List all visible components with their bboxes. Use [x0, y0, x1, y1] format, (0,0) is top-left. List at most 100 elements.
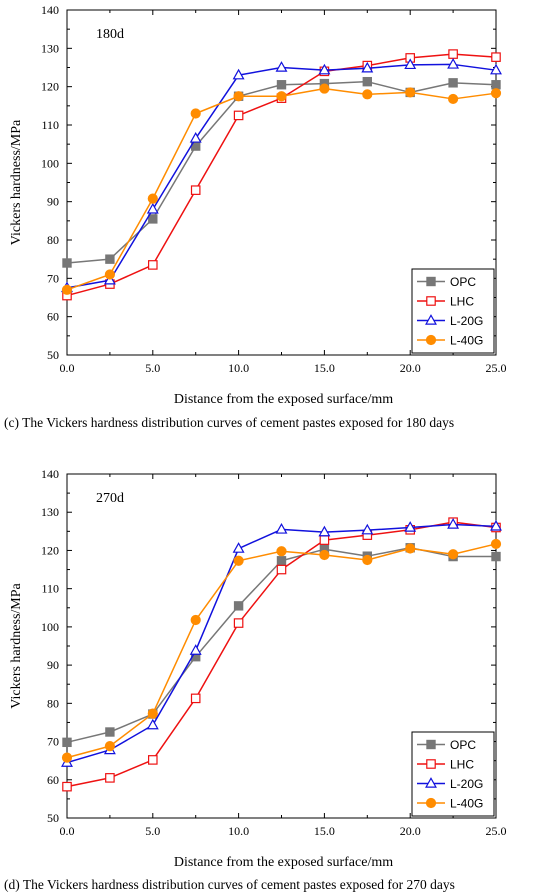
data-point — [190, 108, 201, 119]
figure-caption: (c) The Vickers hardness distribution cu… — [4, 415, 454, 430]
data-point — [319, 535, 330, 545]
data-point — [276, 546, 287, 557]
y-tick-label: 70 — [47, 271, 59, 285]
data-point — [276, 556, 287, 566]
legend-label: L-20G — [450, 777, 483, 791]
y-tick-label: 120 — [41, 543, 59, 557]
legend-entry: LHC — [417, 295, 474, 309]
data-point — [490, 63, 502, 75]
data-point — [61, 284, 73, 295]
legend-entry: OPC — [417, 738, 476, 752]
data-point — [490, 538, 502, 550]
legend: OPC LHC L-20G L-40G — [411, 268, 495, 354]
data-point — [147, 708, 158, 719]
legend-label: LHC — [450, 758, 474, 772]
panel-label: 180d — [96, 27, 124, 42]
data-point — [404, 521, 417, 532]
series-line — [66, 53, 497, 297]
y-tick-label: 100 — [41, 620, 59, 634]
series-l-20g — [61, 518, 502, 767]
x-tick-label: 0.0 — [60, 824, 75, 838]
y-tick-label: 140 — [41, 467, 59, 481]
legend-entry: L-40G — [417, 334, 483, 348]
series-opc — [62, 76, 501, 268]
series-line — [66, 547, 496, 744]
y-axis-title: Vickers hardness/MPa — [9, 582, 24, 708]
data-point — [405, 87, 416, 98]
data-point — [318, 63, 331, 75]
x-tick-label: 5.0 — [145, 361, 160, 375]
data-point — [319, 83, 330, 94]
data-point — [448, 49, 458, 59]
data-point — [232, 68, 245, 80]
legend-marker — [425, 777, 437, 788]
data-point — [190, 693, 201, 704]
data-point — [233, 618, 244, 628]
data-point — [362, 554, 373, 566]
series-line — [66, 543, 497, 759]
data-point — [232, 542, 245, 553]
series-l-40g — [61, 83, 502, 295]
panel-label: 270d — [96, 491, 124, 506]
data-point — [491, 551, 501, 562]
y-tick-label: 140 — [41, 3, 59, 17]
data-point — [148, 214, 158, 224]
data-point — [189, 644, 202, 655]
legend-label: L-40G — [450, 334, 483, 348]
data-point — [233, 555, 244, 566]
data-point — [148, 755, 158, 765]
y-tick-label: 80 — [47, 696, 59, 710]
x-tick-label: 15.0 — [314, 824, 335, 838]
y-tick-label: 130 — [41, 505, 59, 519]
y-tick-label: 90 — [47, 658, 59, 672]
data-point — [361, 523, 374, 535]
legend-marker — [425, 334, 437, 346]
legend-marker — [426, 759, 436, 769]
data-point — [448, 93, 459, 105]
data-point — [190, 185, 201, 195]
data-point — [275, 522, 288, 534]
data-point — [146, 718, 159, 730]
x-tick-label: 15.0 — [314, 361, 335, 375]
data-point — [276, 564, 287, 575]
data-point — [276, 91, 287, 102]
x-axis-ticks: 0.0 5.0 10.0 15.0 20.0 25.0 — [60, 10, 507, 375]
x-tick-label: 0.0 — [60, 361, 75, 375]
y-tick-label: 100 — [41, 156, 59, 170]
legend-marker — [426, 276, 436, 287]
data-point — [147, 193, 158, 204]
y-tick-label: 130 — [41, 41, 59, 55]
figure-caption: (d) The Vickers hardness distribution cu… — [4, 877, 455, 892]
x-axis-title: Distance from the exposed surface/mm — [174, 392, 393, 407]
data-point — [233, 601, 244, 611]
y-tick-label: 60 — [47, 773, 59, 787]
data-point — [490, 519, 502, 531]
legend-label: OPC — [450, 738, 476, 752]
legend-marker — [426, 296, 436, 306]
legend: OPC LHC L-20G L-40G — [411, 731, 495, 817]
data-point — [62, 737, 72, 748]
data-point — [491, 52, 501, 62]
data-point — [62, 258, 72, 268]
legend-label: L-20G — [450, 314, 483, 328]
data-point — [104, 269, 116, 280]
series-line — [66, 87, 497, 291]
series-l-40g — [61, 538, 502, 763]
data-point — [105, 254, 115, 264]
legend-label: LHC — [450, 295, 474, 309]
data-point — [146, 202, 159, 214]
legend-entry: L-40G — [417, 797, 483, 811]
data-point — [362, 89, 373, 100]
data-point — [275, 61, 288, 72]
data-point — [448, 549, 459, 560]
x-tick-label: 10.0 — [228, 824, 249, 838]
data-point — [361, 61, 374, 73]
y-tick-label: 60 — [47, 310, 59, 324]
legend-marker — [425, 797, 437, 809]
x-tick-label: 10.0 — [228, 361, 249, 375]
x-tick-label: 25.0 — [486, 824, 507, 838]
chart-panel-1: 0.0 5.0 10.0 15.0 20.0 25.0 50 60 70 80 90 100 110 12… — [4, 3, 507, 430]
data-point — [62, 781, 72, 792]
x-tick-label: 25.0 — [486, 361, 507, 375]
